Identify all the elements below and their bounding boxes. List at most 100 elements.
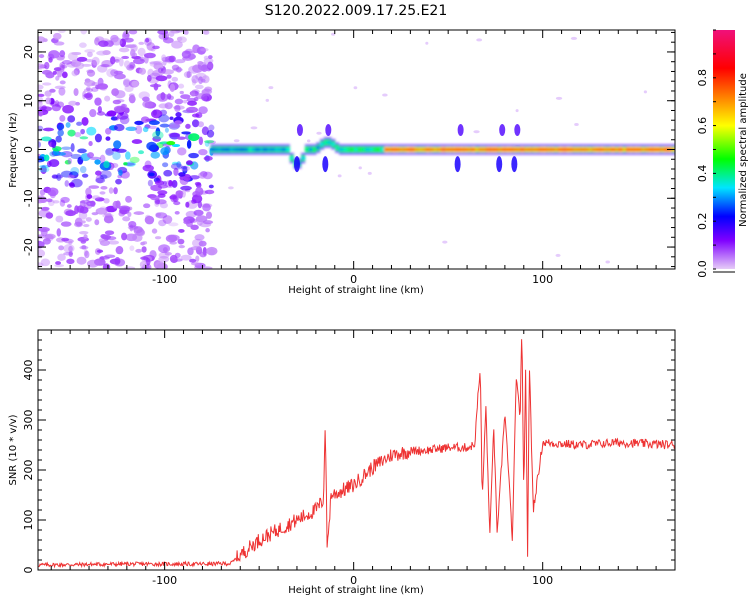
noise-speckle — [181, 50, 191, 59]
noise-speckle — [144, 37, 152, 46]
noise-speckle — [133, 58, 145, 65]
band-core — [596, 148, 601, 151]
noise-speckle — [191, 75, 199, 84]
noise-speckle — [43, 38, 48, 43]
band-core — [478, 148, 483, 151]
noise-speckle — [179, 176, 189, 185]
band-core — [607, 148, 612, 151]
noise-speckle — [84, 49, 96, 53]
noise-speckle — [145, 257, 151, 266]
noise-speckle — [110, 69, 119, 77]
band-core — [558, 148, 563, 151]
noise-speckle — [206, 129, 215, 138]
band-core — [565, 148, 570, 151]
noise-speckle — [38, 99, 43, 108]
band-core — [248, 148, 253, 151]
noise-speckle — [70, 153, 82, 159]
band-core — [217, 148, 222, 151]
noise-speckle — [193, 97, 199, 102]
y-tick-label: 300 — [22, 410, 35, 431]
noise-speckle — [91, 81, 99, 87]
noise-speckle — [166, 141, 176, 146]
noise-speckle — [142, 241, 148, 245]
band-core — [422, 148, 427, 151]
snr-panel: -100 0 100 0 100 200 300 400 Height of straight… — [8, 329, 676, 596]
noise-speckle — [175, 190, 184, 197]
band-core — [656, 148, 661, 151]
figure-title: S120.2022.009.17.25.E21 — [265, 3, 448, 19]
noise-speckle — [129, 245, 135, 251]
band-core — [236, 148, 241, 151]
noise-speckle — [162, 59, 167, 66]
noise-speckle — [175, 30, 184, 33]
noise-speckle — [121, 55, 130, 60]
band-core — [452, 148, 457, 151]
noise-speckle — [203, 155, 213, 161]
band-core — [569, 148, 574, 151]
noise-speckle — [84, 250, 90, 259]
noise-speckle — [151, 228, 158, 234]
noise-speckle — [180, 165, 190, 172]
noise-speckle — [157, 67, 164, 74]
noise-speckle — [207, 61, 214, 71]
band-core — [267, 148, 272, 151]
noise-speckle — [151, 109, 163, 119]
noise-speckle — [83, 88, 94, 93]
band-core — [301, 156, 306, 160]
snr-ylabel: SNR (10 * v/v) — [8, 414, 19, 485]
noise-speckle — [476, 38, 483, 42]
noise-speckle — [110, 56, 116, 65]
noise-speckle — [146, 74, 152, 82]
noise-speckle — [79, 200, 86, 208]
noise-speckle — [228, 186, 234, 190]
noise-speckle — [59, 115, 66, 122]
noise-speckle — [169, 116, 174, 120]
noise-speckle — [84, 80, 96, 87]
band-core — [320, 143, 325, 146]
noise-speckle — [174, 252, 181, 259]
noise-speckle — [68, 240, 73, 245]
noise-speckle — [316, 131, 322, 135]
noise-speckle — [122, 30, 130, 40]
noise-speckle — [129, 156, 140, 164]
disturbance-blob — [325, 123, 332, 136]
noise-speckle — [56, 56, 65, 61]
band-core — [210, 148, 215, 151]
noise-speckle — [96, 83, 109, 90]
noise-speckle — [85, 58, 94, 63]
noise-speckle — [82, 90, 87, 100]
noise-speckle — [53, 67, 62, 72]
noise-speckle — [105, 147, 114, 156]
noise-speckle — [79, 165, 87, 174]
noise-speckle — [38, 167, 50, 173]
noise-speckle — [195, 255, 200, 262]
noise-speckle — [131, 80, 140, 88]
noise-speckle — [74, 205, 79, 214]
noise-speckle — [85, 187, 92, 197]
noise-speckle — [125, 161, 137, 167]
noise-speckle — [138, 91, 150, 100]
noise-speckle — [43, 61, 50, 70]
noise-speckle — [186, 71, 191, 79]
noise-speckle — [96, 249, 104, 253]
noise-speckle — [200, 94, 208, 102]
noise-speckle — [204, 140, 215, 144]
noise-speckle — [180, 185, 192, 191]
noise-speckle — [81, 220, 86, 224]
band-core — [244, 148, 249, 151]
noise-speckle — [54, 152, 67, 156]
noise-speckle — [192, 119, 200, 128]
noise-speckle — [199, 251, 207, 258]
x-tick-label: 0 — [350, 574, 357, 587]
noise-speckle — [194, 234, 205, 241]
noise-speckle — [143, 54, 149, 64]
noise-speckle — [47, 187, 59, 197]
noise-speckle — [110, 34, 119, 43]
noise-speckle — [186, 106, 199, 113]
noise-speckle — [66, 258, 75, 265]
noise-speckle — [86, 194, 93, 200]
noise-speckle — [79, 136, 89, 140]
noise-speckle — [38, 141, 42, 148]
band-core — [354, 148, 359, 151]
noise-speckle — [112, 151, 121, 160]
